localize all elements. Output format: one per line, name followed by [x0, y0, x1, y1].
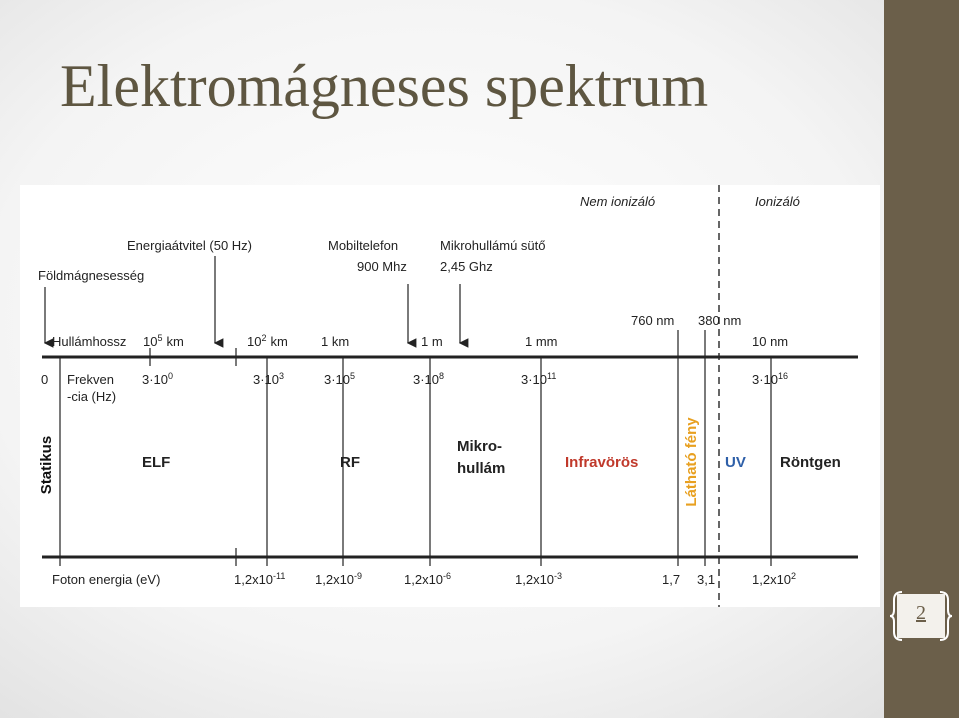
- label-suffix: km: [166, 334, 183, 349]
- label-superscript: 11: [547, 371, 556, 381]
- label-base: 1,2x10: [404, 572, 443, 587]
- wavelength-value: 105 km: [143, 333, 184, 349]
- zone-label: Ionizáló: [755, 194, 800, 209]
- source-label: 2,45 Ghz: [440, 259, 493, 274]
- region-dividers: [59, 330, 772, 566]
- region-label: Mikro-: [457, 438, 502, 455]
- label-base: 1,2x10: [234, 572, 273, 587]
- photon-energy-label: Foton energia (eV): [52, 572, 160, 587]
- label-superscript: 5: [157, 333, 162, 343]
- label-superscript: 2: [261, 333, 266, 343]
- visible-bound: 380 nm: [698, 313, 741, 328]
- label-superscript: 5: [350, 371, 355, 381]
- source-label: Energiaátvitel (50 Hz): [127, 238, 252, 253]
- diagram-background: [20, 185, 880, 607]
- label-superscript: 2: [791, 571, 796, 581]
- page-number: 2: [916, 602, 926, 624]
- photon-energy-value: 1,2x10-3: [515, 571, 562, 587]
- photon-energy-value: 1,2x10-11: [234, 571, 285, 587]
- frequency-value: 3·1011: [521, 371, 556, 387]
- wavelength-value: 1 km: [321, 334, 349, 349]
- slide-title: Elektromágneses spektrum: [60, 53, 709, 119]
- label-superscript: 8: [439, 371, 444, 381]
- label-base: 10: [247, 334, 261, 349]
- wavelength-value: 10 nm: [752, 334, 788, 349]
- photon-energy-value: 1,2x102: [752, 571, 796, 587]
- page-brackets: [889, 591, 953, 641]
- wavelength-value: 1 mm: [525, 334, 558, 349]
- frequency-value: 3·103: [253, 371, 284, 387]
- label-base: 3·10: [142, 372, 168, 387]
- label-base: 3·10: [253, 372, 279, 387]
- page-number-box: 2: [888, 588, 954, 644]
- label-base: 3·10: [521, 372, 547, 387]
- label-base: 10: [143, 334, 157, 349]
- frequency-zero: 0: [41, 372, 48, 387]
- label-superscript: -3: [554, 571, 562, 581]
- label-base: 3·10: [752, 372, 778, 387]
- photon-energy-value: 1,2x10-9: [315, 571, 362, 587]
- source-label: Mikrohullámú sütő: [440, 238, 546, 253]
- region-label: UV: [725, 454, 746, 471]
- label-base: 1,2x10: [752, 572, 791, 587]
- wavelength-value: 102 km: [247, 333, 288, 349]
- source-label: Földmágnesesség: [38, 268, 144, 283]
- region-label: Statikus: [38, 436, 55, 494]
- source-label: Mobiltelefon: [328, 238, 398, 253]
- region-label: ELF: [142, 454, 170, 471]
- photon-energy-value: 1,2x10-6: [404, 571, 451, 587]
- wavelength-label: Hullámhossz: [52, 334, 126, 349]
- frequency-value: 3·108: [413, 371, 444, 387]
- label-superscript: 3: [279, 371, 284, 381]
- label-base: 1,2x10: [515, 572, 554, 587]
- label-superscript: 16: [778, 371, 788, 381]
- region-label: Röntgen: [780, 454, 841, 471]
- source-label: 900 Mhz: [357, 259, 407, 274]
- region-label: Látható fény: [683, 417, 700, 507]
- frequency-value: 3·105: [324, 371, 355, 387]
- wavelength-value: 1 m: [421, 334, 443, 349]
- frequency-label: -cia (Hz): [67, 389, 116, 404]
- region-label: hullám: [457, 460, 505, 477]
- frequency-value: 3·1016: [752, 371, 788, 387]
- label-base: 1,2x10: [315, 572, 354, 587]
- frequency-value: 3·100: [142, 371, 173, 387]
- label-base: 3·10: [413, 372, 439, 387]
- frequency-label: Frekven: [67, 372, 114, 387]
- label-superscript: -6: [443, 571, 451, 581]
- region-label: Infravörös: [565, 454, 638, 471]
- label-superscript: -11: [273, 571, 285, 581]
- zone-label: Nem ionizáló: [580, 194, 655, 209]
- label-superscript: 0: [168, 371, 173, 381]
- source-arrows: [43, 256, 469, 348]
- photon-energy-value: 1,7: [662, 572, 680, 587]
- visible-bound: 760 nm: [631, 313, 674, 328]
- label-superscript: -9: [354, 571, 362, 581]
- label-suffix: km: [270, 334, 287, 349]
- label-base: 3·10: [324, 372, 350, 387]
- region-label: RF: [340, 454, 360, 471]
- spectrum-diagram: Nem ionizáló Ionizáló Energiaátvitel (50 H…: [20, 185, 880, 607]
- photon-energy-value: 3,1: [697, 572, 715, 587]
